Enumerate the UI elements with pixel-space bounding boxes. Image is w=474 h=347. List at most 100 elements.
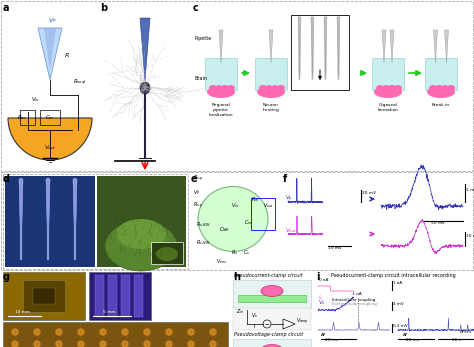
Polygon shape	[73, 179, 77, 259]
Ellipse shape	[271, 85, 279, 91]
Text: $I$: $I$	[253, 322, 256, 330]
Text: $V_P$: $V_P$	[47, 16, 56, 25]
Bar	[255, 58, 287, 90]
Bar	[5, 176, 95, 267]
Polygon shape	[299, 17, 301, 80]
Text: Pseudovoltage-clamp circuit: Pseudovoltage-clamp circuit	[234, 332, 303, 337]
Ellipse shape	[121, 328, 129, 336]
Ellipse shape	[394, 85, 402, 91]
Text: $C_m$: $C_m$	[46, 113, 55, 122]
Polygon shape	[269, 30, 273, 63]
Bar	[3, 174, 188, 269]
Ellipse shape	[187, 340, 195, 347]
Bar	[33, 288, 55, 304]
Bar	[238, 295, 306, 302]
Text: 1 nA: 1 nA	[393, 281, 402, 285]
Text: $R_{s,NW}$: $R_{s,NW}$	[196, 221, 211, 229]
Wedge shape	[8, 118, 92, 160]
Text: Regional
pipette
localization: Regional pipette localization	[209, 103, 233, 117]
Bar	[20, 110, 35, 125]
Text: b: b	[100, 3, 107, 13]
Text: Brain: Brain	[195, 76, 208, 81]
Ellipse shape	[207, 86, 235, 98]
Bar	[251, 198, 275, 230]
Text: 0 nA: 0 nA	[319, 278, 328, 282]
Text: $V_s$: $V_s$	[318, 298, 326, 307]
Ellipse shape	[215, 85, 223, 91]
Bar	[134, 275, 143, 317]
Text: -1 nA: -1 nA	[351, 292, 362, 296]
Ellipse shape	[435, 85, 443, 91]
Text: Break-in: Break-in	[432, 103, 450, 107]
Polygon shape	[338, 17, 340, 80]
Ellipse shape	[261, 345, 283, 347]
Text: 20 mV: 20 mV	[362, 191, 376, 195]
Polygon shape	[445, 30, 448, 63]
Text: Pseudocurrent-clamp circuit intracellular recording: Pseudocurrent-clamp circuit intracellula…	[331, 273, 456, 278]
Bar	[89, 272, 151, 320]
Ellipse shape	[165, 340, 173, 347]
Polygon shape	[73, 179, 77, 259]
Ellipse shape	[374, 86, 402, 98]
Text: $Z_{in}$: $Z_{in}$	[236, 307, 244, 316]
Text: $V_{in}$: $V_{in}$	[31, 95, 40, 104]
Ellipse shape	[388, 85, 396, 91]
Text: 4 mV: 4 mV	[393, 302, 404, 306]
Polygon shape	[299, 17, 301, 80]
Ellipse shape	[11, 340, 19, 347]
Ellipse shape	[99, 328, 107, 336]
Text: $V_{out}$: $V_{out}$	[285, 227, 297, 236]
Polygon shape	[140, 18, 150, 81]
Text: i: i	[316, 272, 319, 282]
Text: $V_{amp}$: $V_{amp}$	[296, 317, 309, 327]
Bar	[108, 275, 117, 317]
Ellipse shape	[187, 328, 195, 336]
Ellipse shape	[105, 221, 177, 271]
Ellipse shape	[116, 219, 166, 249]
Text: $V_{out}$: $V_{out}$	[263, 201, 274, 210]
Polygon shape	[19, 179, 23, 259]
Ellipse shape	[33, 328, 41, 336]
Polygon shape	[325, 17, 327, 80]
Bar	[205, 58, 237, 90]
Text: AP: AP	[403, 333, 409, 337]
Ellipse shape	[277, 85, 285, 91]
Text: Neuron
hunting: Neuron hunting	[263, 103, 280, 112]
Text: $V_{env}$: $V_{env}$	[216, 257, 228, 266]
Text: AP: AP	[321, 333, 327, 337]
Bar	[233, 280, 311, 308]
Bar	[372, 58, 404, 90]
Polygon shape	[324, 17, 326, 80]
Ellipse shape	[447, 85, 455, 91]
Ellipse shape	[11, 328, 19, 336]
Ellipse shape	[143, 340, 151, 347]
Text: 5 mm: 5 mm	[103, 310, 116, 314]
Text: $R$: $R$	[64, 51, 70, 59]
Text: 0.2 mV: 0.2 mV	[393, 324, 408, 328]
Ellipse shape	[382, 85, 390, 91]
Bar	[40, 110, 60, 125]
Polygon shape	[337, 17, 339, 80]
Ellipse shape	[441, 85, 449, 91]
Text: 50 ms: 50 ms	[431, 221, 445, 225]
Polygon shape	[38, 28, 62, 80]
Polygon shape	[283, 319, 295, 329]
Text: $V_P$: $V_P$	[193, 188, 201, 197]
Ellipse shape	[429, 85, 437, 91]
Polygon shape	[337, 17, 339, 80]
Ellipse shape	[33, 340, 41, 347]
Text: $R_{seal}$: $R_{seal}$	[73, 77, 87, 86]
Ellipse shape	[209, 340, 217, 347]
Bar	[151, 242, 183, 264]
Ellipse shape	[77, 340, 85, 347]
Text: $R_s$: $R_s$	[231, 248, 238, 257]
Bar	[3, 322, 228, 347]
Bar	[3, 272, 85, 320]
Polygon shape	[46, 179, 50, 259]
Polygon shape	[311, 17, 313, 80]
Text: $V_{in}$: $V_{in}$	[231, 201, 239, 210]
Text: EPSPs: EPSPs	[460, 330, 472, 334]
Text: 10 ms: 10 ms	[328, 246, 342, 250]
Text: $R_{s,p}$: $R_{s,p}$	[193, 174, 204, 184]
Polygon shape	[298, 17, 300, 80]
